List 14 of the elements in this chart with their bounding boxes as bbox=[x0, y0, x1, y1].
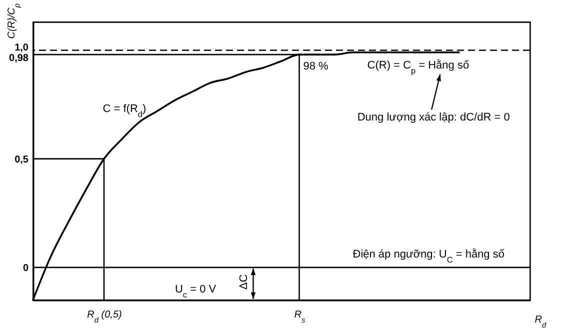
y-tick-label: 0 bbox=[22, 262, 29, 274]
annotation: Điện áp ngưỡng: U$_{C}$ = hằng số bbox=[352, 247, 504, 264]
y-tick-label: 0,5 bbox=[14, 154, 29, 166]
annotation: ΔC bbox=[238, 274, 250, 290]
annotation: Dung lượng xác lập: dC/dR = 0 bbox=[357, 112, 510, 124]
annotation: 98 % bbox=[303, 60, 329, 73]
annotation: U$_{c}$ = 0 V bbox=[174, 283, 217, 299]
annotation: C(R) = C$_{p}$ = Hằng số bbox=[367, 58, 470, 75]
annotation: C = f(R$_{d}$) bbox=[102, 102, 146, 118]
y-tick-label: 0,98 bbox=[9, 53, 29, 64]
y-tick-label: 1,0 bbox=[14, 42, 29, 54]
x-tick-label: R$_{d}$ (0,5) bbox=[87, 310, 122, 324]
x-axis-title: R$_{d}$ bbox=[534, 314, 548, 329]
x-tick-label: R$_{s}$ bbox=[294, 310, 306, 324]
